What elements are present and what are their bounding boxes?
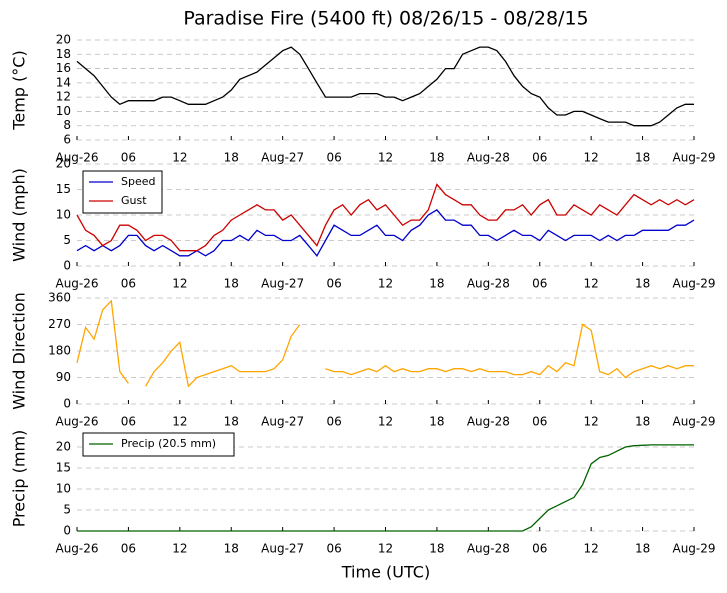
x-tick-label: 18 bbox=[429, 542, 444, 556]
y-tick-label: 90 bbox=[56, 370, 71, 384]
x-tick-label: 18 bbox=[635, 542, 650, 556]
data-line bbox=[76, 183, 695, 252]
x-tick-label: Aug-26 bbox=[55, 415, 98, 429]
x-tick-label: 06 bbox=[326, 151, 341, 165]
x-tick-label: 18 bbox=[224, 542, 239, 556]
x-axis-label: Time (UTC) bbox=[341, 563, 430, 582]
x-tick-label: 12 bbox=[172, 277, 187, 291]
x-tick-label: Aug-26 bbox=[55, 151, 98, 165]
x-tick-label: 12 bbox=[584, 277, 599, 291]
x-tick-label: Aug-27 bbox=[261, 415, 304, 429]
x-tick-label: 06 bbox=[121, 151, 136, 165]
legend-label: Speed bbox=[121, 175, 155, 188]
x-tick-label: 18 bbox=[429, 151, 444, 165]
data-line bbox=[76, 299, 694, 388]
x-tick-label: 12 bbox=[378, 151, 393, 165]
x-tick-label: Aug-27 bbox=[261, 151, 304, 165]
x-tick-label: 12 bbox=[172, 151, 187, 165]
y-tick-label: 15 bbox=[56, 461, 71, 475]
y-tick-label: 16 bbox=[56, 61, 71, 75]
x-tick-label: 18 bbox=[635, 151, 650, 165]
y-tick-label: 0 bbox=[63, 397, 71, 411]
y-tick-label: 0 bbox=[63, 259, 71, 273]
x-tick-label: Aug-27 bbox=[261, 542, 304, 556]
y-tick-label: 15 bbox=[56, 182, 71, 196]
legend-box bbox=[82, 432, 235, 457]
x-tick-label: 18 bbox=[224, 151, 239, 165]
y-tick-label: 20 bbox=[56, 157, 71, 171]
x-tick-label: Aug-28 bbox=[467, 542, 510, 556]
x-tick-label: 18 bbox=[224, 277, 239, 291]
x-tick-label: 06 bbox=[326, 415, 341, 429]
x-tick-label: 06 bbox=[121, 415, 136, 429]
legend-label: Gust bbox=[121, 194, 147, 207]
x-tick-label: Aug-29 bbox=[672, 415, 715, 429]
x-tick-label: 06 bbox=[532, 277, 547, 291]
x-tick-label: Aug-29 bbox=[672, 542, 715, 556]
x-tick-label: 18 bbox=[429, 415, 444, 429]
data-line bbox=[76, 46, 694, 127]
x-tick-label: 12 bbox=[172, 542, 187, 556]
y-tick-label: 20 bbox=[56, 440, 71, 454]
y-tick-label: 12 bbox=[56, 90, 71, 104]
x-tick-label: 06 bbox=[121, 277, 136, 291]
x-tick-label: 18 bbox=[224, 415, 239, 429]
y-axis-label: Wind Direction bbox=[10, 292, 29, 410]
x-tick-label: Aug-27 bbox=[261, 277, 304, 291]
x-tick-label: Aug-28 bbox=[467, 151, 510, 165]
x-tick-label: Aug-26 bbox=[55, 277, 98, 291]
x-tick-label: 12 bbox=[378, 277, 393, 291]
chart-title: Paradise Fire (5400 ft) 08/26/15 - 08/28… bbox=[183, 8, 588, 30]
y-tick-label: 0 bbox=[63, 524, 71, 538]
y-tick-label: 8 bbox=[63, 118, 71, 132]
x-tick-label: 06 bbox=[326, 277, 341, 291]
data-line bbox=[76, 209, 695, 257]
x-tick-label: Aug-26 bbox=[55, 542, 98, 556]
x-tick-label: 12 bbox=[378, 415, 393, 429]
x-tick-label: 06 bbox=[532, 151, 547, 165]
y-tick-label: 6 bbox=[63, 133, 71, 147]
x-tick-label: 12 bbox=[584, 542, 599, 556]
x-tick-label: Aug-28 bbox=[467, 277, 510, 291]
y-tick-label: 20 bbox=[56, 33, 71, 47]
y-axis-label: Precip (mm) bbox=[10, 430, 29, 528]
x-tick-label: 12 bbox=[584, 151, 599, 165]
y-tick-label: 5 bbox=[63, 503, 71, 517]
legend-label: Precip (20.5 mm) bbox=[121, 437, 216, 450]
y-tick-label: 14 bbox=[56, 75, 71, 89]
x-tick-label: 12 bbox=[584, 415, 599, 429]
y-tick-label: 180 bbox=[48, 344, 71, 358]
x-tick-label: 12 bbox=[172, 415, 187, 429]
data-line bbox=[77, 444, 694, 532]
y-axis-label: Wind (mph) bbox=[10, 168, 29, 262]
x-tick-label: 18 bbox=[429, 277, 444, 291]
x-tick-label: 06 bbox=[532, 542, 547, 556]
y-tick-label: 10 bbox=[56, 208, 71, 222]
x-tick-label: 06 bbox=[326, 542, 341, 556]
y-tick-label: 270 bbox=[48, 317, 71, 331]
x-tick-label: 18 bbox=[635, 415, 650, 429]
y-tick-label: 18 bbox=[56, 47, 71, 61]
y-tick-label: 10 bbox=[56, 482, 71, 496]
x-tick-label: Aug-29 bbox=[672, 151, 715, 165]
x-tick-label: 06 bbox=[532, 415, 547, 429]
x-tick-label: 18 bbox=[635, 277, 650, 291]
x-tick-label: Aug-29 bbox=[672, 277, 715, 291]
x-tick-label: Aug-28 bbox=[467, 415, 510, 429]
y-tick-label: 360 bbox=[48, 291, 71, 305]
x-tick-label: 06 bbox=[121, 542, 136, 556]
x-tick-label: 12 bbox=[378, 542, 393, 556]
y-tick-label: 10 bbox=[56, 104, 71, 118]
y-tick-label: 5 bbox=[63, 233, 71, 247]
legend-box bbox=[82, 170, 163, 214]
y-axis-label: Temp (°C) bbox=[10, 50, 29, 130]
